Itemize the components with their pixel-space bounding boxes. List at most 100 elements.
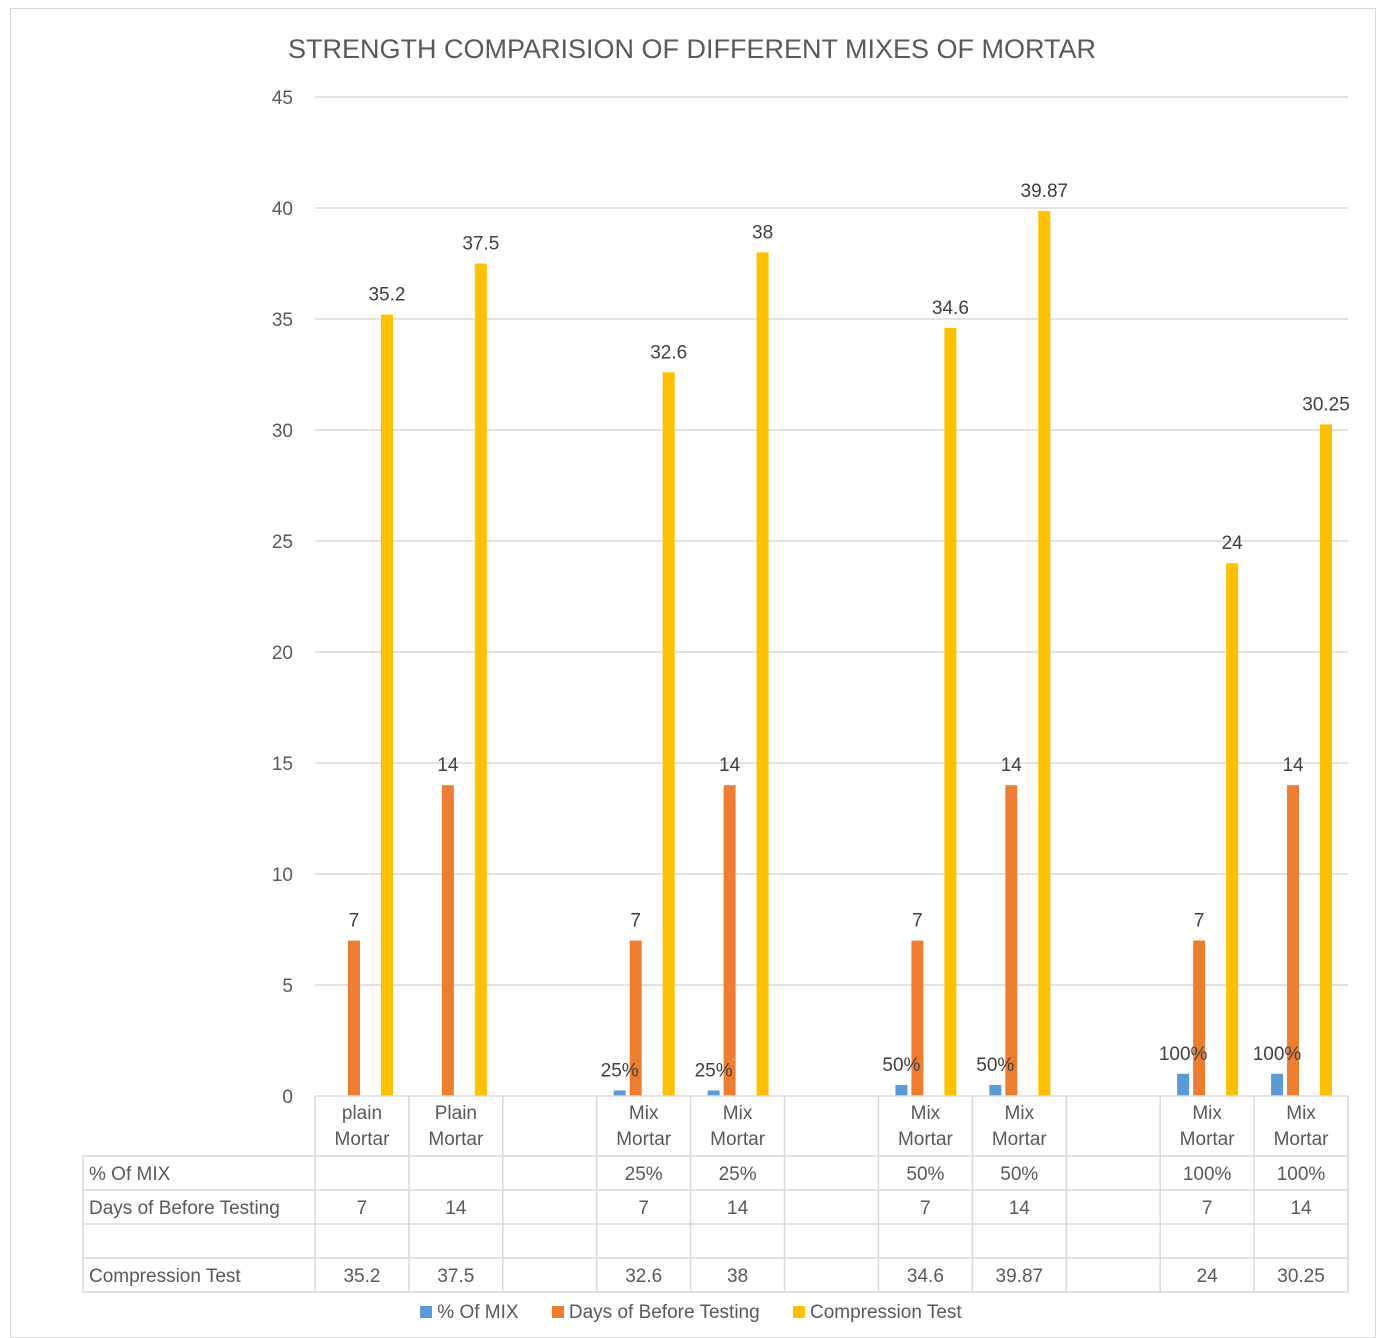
category-label: plain [342,1103,382,1124]
bar [629,940,642,1096]
data-label: 50% [976,1055,1014,1076]
bar [347,940,360,1096]
legend-label-mix: % Of MIX [437,1302,519,1323]
bar [707,1090,720,1096]
bar [911,940,924,1096]
data-label: 7 [630,911,641,932]
data-label: 14 [437,755,459,776]
bar [1320,424,1333,1096]
y-tick-label: 45 [272,88,293,109]
bar [662,372,675,1096]
data-table: plain Mortar Plain Mortar Mix Mortar Mix Mortar… [82,1095,1349,1293]
data-label: 14 [1001,755,1023,776]
category-label: Mortar [898,1129,954,1150]
y-tick-label: 35 [272,310,293,331]
table-cell: 100% [1183,1164,1232,1185]
bar [1005,785,1018,1096]
category-label: Mix [1005,1103,1035,1124]
table-cell: 50% [906,1164,944,1185]
table-cell: 39.87 [996,1266,1044,1287]
data-label: 14 [719,755,741,776]
bar [474,263,487,1096]
data-label: 35.2 [368,285,405,306]
chart-frame [10,8,1376,1338]
category-label: Mix [629,1103,659,1124]
bar [441,785,454,1096]
chart-title: STRENGTH COMPARISION OF DIFFERENT MIXES … [288,34,1096,64]
table-cell: 25% [719,1164,757,1185]
category-label: Mortar [992,1129,1048,1150]
category-label: Mix [1286,1103,1316,1124]
y-tick-label: 25 [272,532,293,553]
table-cell: 34.6 [907,1266,944,1287]
table-cell: 32.6 [625,1266,662,1287]
y-tick-label: 20 [272,643,293,664]
data-label: 7 [1194,911,1205,932]
data-label: 100% [1253,1044,1302,1065]
data-label: 50% [882,1055,920,1076]
legend-item-mix: % Of MIX [420,1302,519,1324]
bar [989,1084,1002,1096]
table-cell: 35.2 [343,1266,380,1287]
data-label: 25% [695,1060,733,1081]
bar [1271,1073,1284,1096]
bar [944,327,957,1096]
data-label: 100% [1159,1044,1208,1065]
bar [895,1084,908,1096]
legend-swatch-compression [792,1306,805,1318]
category-label: Mix [911,1103,941,1124]
y-tick-label: 5 [282,976,293,997]
table-cell: 14 [445,1198,467,1219]
table-row-label: Days of Before Testing [89,1198,280,1219]
table-cell: 30.25 [1277,1266,1325,1287]
legend: % Of MIX Days of Before Testing Compress… [0,1302,1382,1324]
legend-item-days: Days of Before Testing [551,1302,760,1324]
legend-swatch-days [551,1306,564,1318]
bar [1177,1073,1190,1096]
bar [1038,210,1051,1097]
table-row-label: Compression Test [89,1266,241,1287]
y-tick-label: 30 [272,421,293,442]
category-label: Mortar [1180,1129,1236,1150]
bar [613,1090,626,1096]
table-cell: 100% [1277,1164,1326,1185]
y-tick-label: 40 [272,199,293,220]
category-label: Mortar [428,1129,484,1150]
data-label: 37.5 [462,234,499,255]
y-tick-label: 0 [282,1087,293,1108]
data-label: 25% [601,1060,639,1081]
table-cell: 14 [1290,1198,1312,1219]
data-label: 7 [349,911,360,932]
table-cell: 25% [625,1164,663,1185]
data-labels: 25% 25% 50% 50% 100% 100% 7 14 7 14 7 14 7 14 35.2 37.5… [349,181,1350,1082]
category-label: Mortar [1274,1129,1330,1150]
data-label: 32.6 [650,342,687,363]
data-label: 7 [912,911,923,932]
category-label: Mix [1192,1103,1222,1124]
bars [347,210,1333,1097]
bar [380,314,393,1096]
data-label: 30.25 [1302,394,1350,415]
table-cell: 50% [1000,1164,1038,1185]
legend-swatch-mix [420,1306,433,1318]
table-cell: 37.5 [437,1266,474,1287]
category-label: Mortar [710,1129,766,1150]
bar [1226,563,1239,1096]
data-label: 24 [1222,533,1244,554]
table-cell: 38 [727,1266,748,1287]
bar [756,252,769,1096]
legend-label-compression: Compression Test [809,1302,962,1323]
category-label: Mix [723,1103,753,1124]
legend-label-days: Days of Before Testing [568,1302,760,1323]
table-cell: 7 [638,1198,649,1219]
bar [1287,785,1300,1096]
gridlines [315,96,1348,986]
data-label: 39.87 [1021,181,1069,202]
legend-item-compression: Compression Test [792,1302,962,1324]
table-cell: 14 [727,1198,749,1219]
y-tick-label: 15 [272,754,293,775]
table-cell: 14 [1009,1198,1031,1219]
category-label: Plain [435,1103,477,1124]
data-label: 38 [752,222,773,243]
